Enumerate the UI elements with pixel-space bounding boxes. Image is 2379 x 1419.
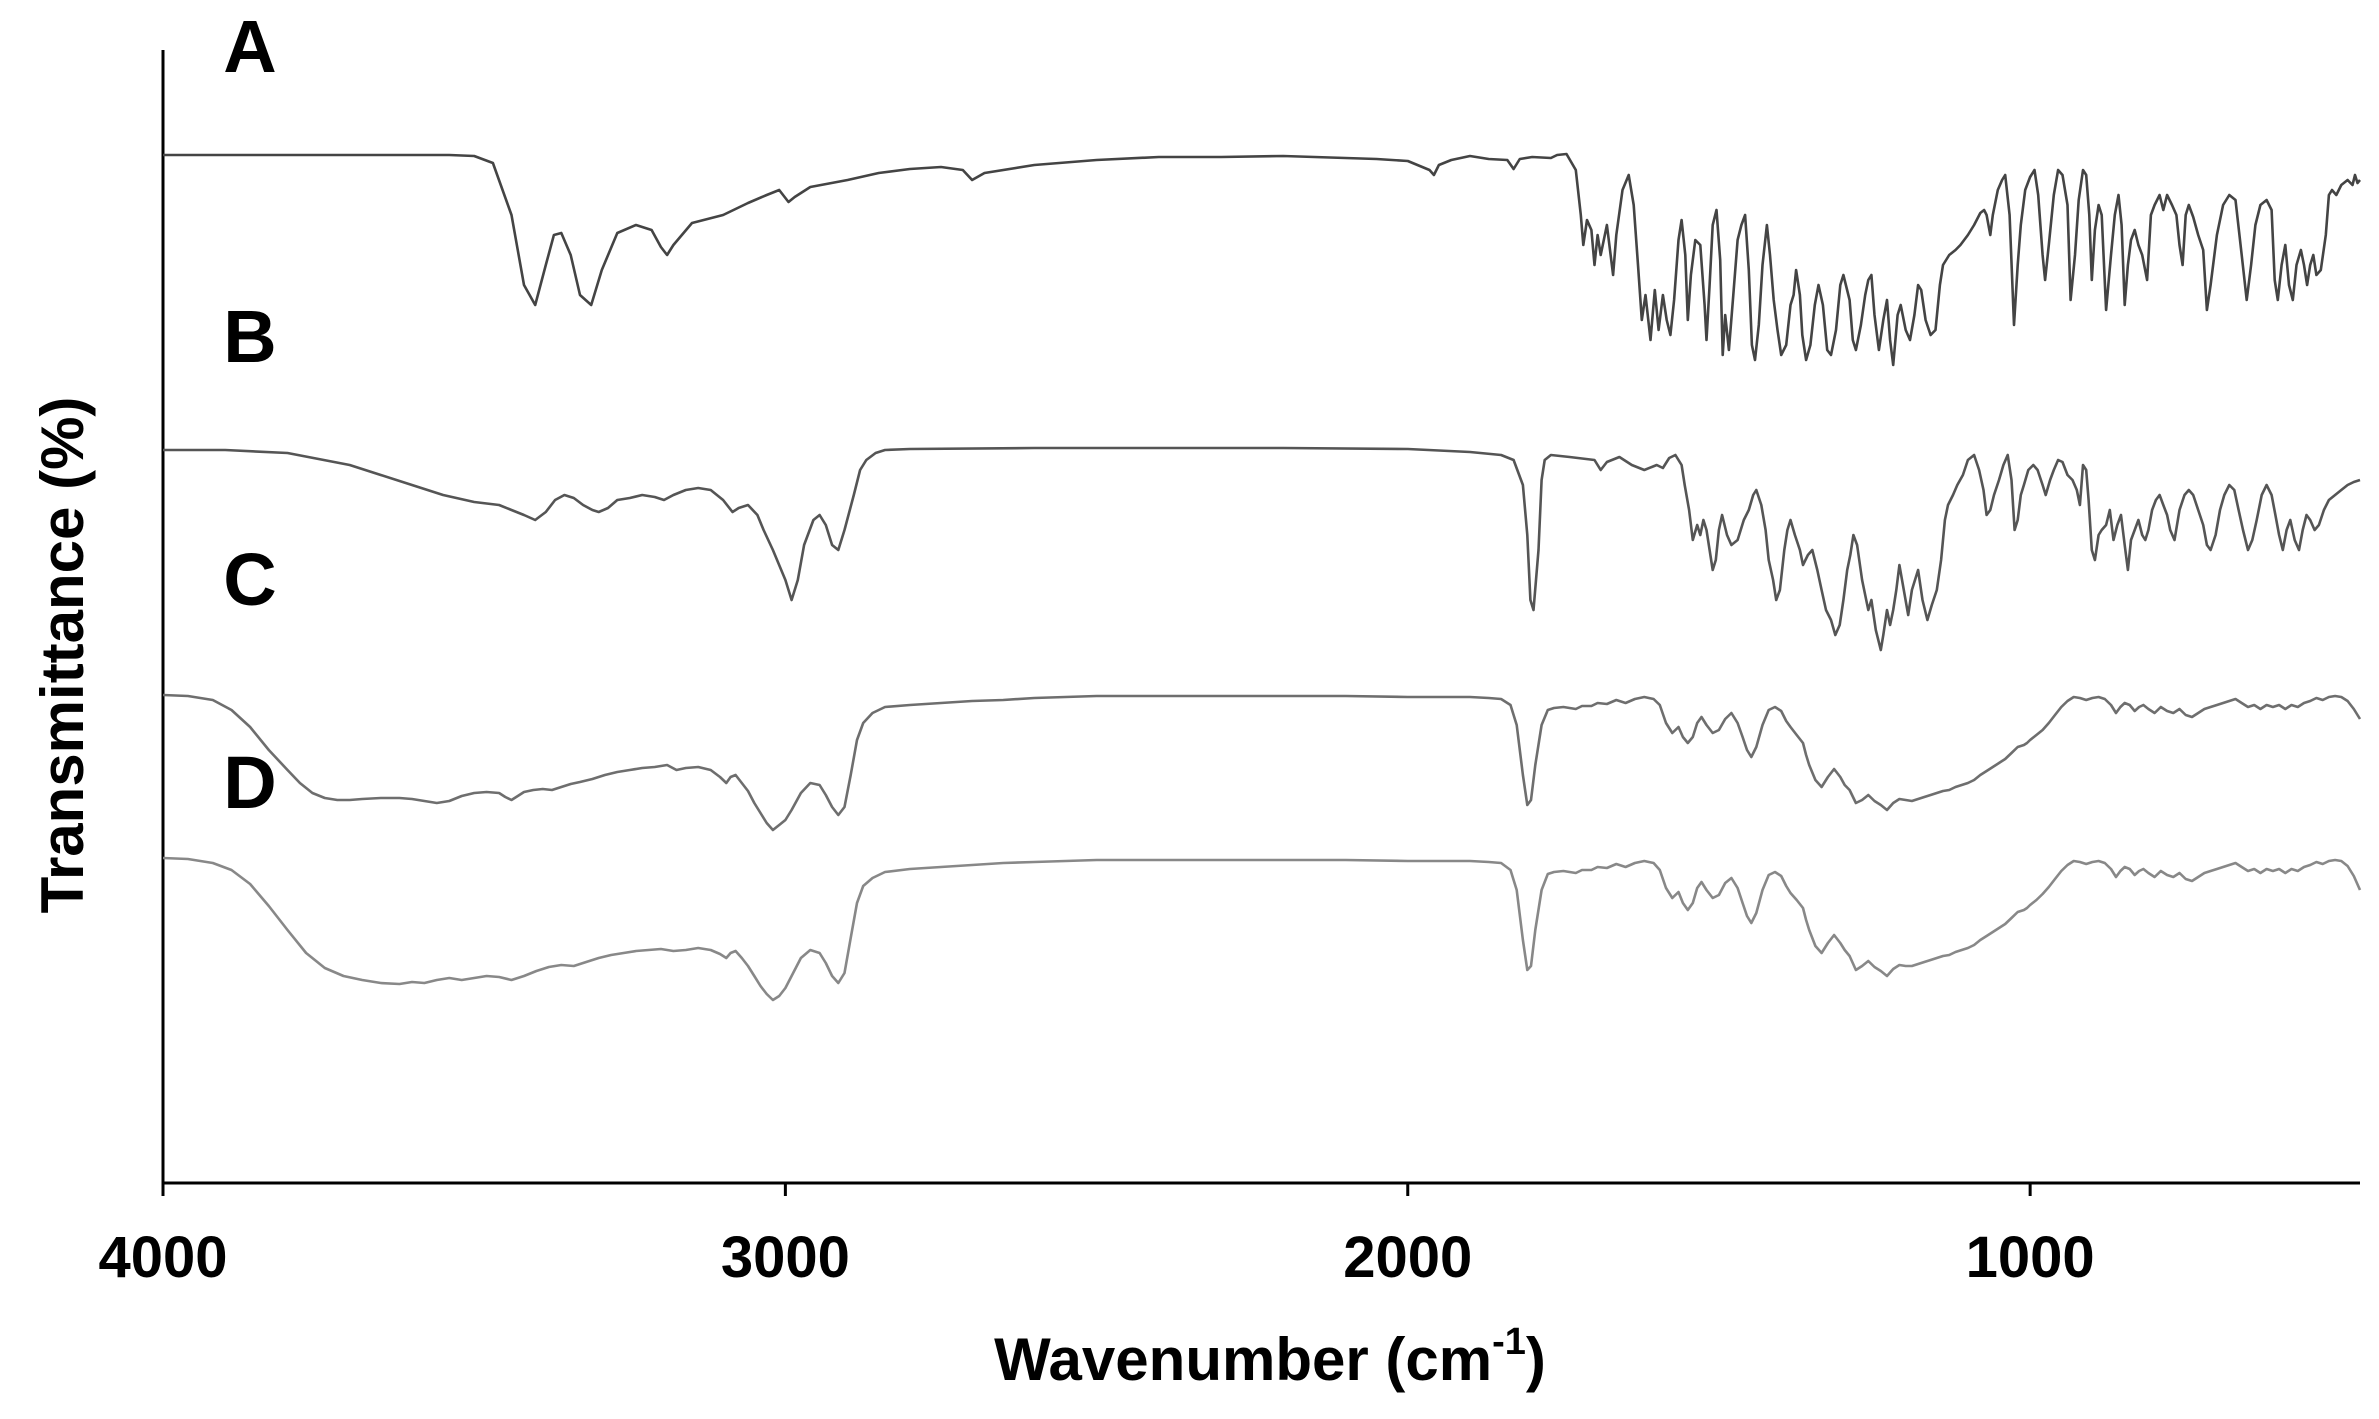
x-tick-label: 3000 (721, 1225, 850, 1290)
plot-area: 4000 3000 2000 1000 A B C D (98, 5, 2362, 1290)
trace-label-c: C (223, 538, 276, 621)
trace-b (163, 446, 2361, 652)
trace-c (162, 693, 2362, 832)
x-tick-label: 4000 (98, 1225, 227, 1290)
trace-label-a: A (223, 5, 276, 88)
trace-d (162, 856, 2362, 1002)
x-tick-label: 2000 (1343, 1225, 1472, 1290)
x-axis-title-close: ) (1526, 1326, 1546, 1393)
trace-label-b: B (223, 295, 276, 378)
spectra-traces (162, 152, 2362, 1002)
x-axis-title: Wavenumber (cm-1) (994, 1321, 1546, 1393)
trace-a (163, 152, 2361, 367)
x-axis-title-superscript: -1 (1492, 1321, 1526, 1363)
trace-label-d: D (223, 741, 276, 824)
x-axis-title-main: Wavenumber (cm (994, 1326, 1492, 1393)
y-axis-title: Transmittance (%) (29, 397, 96, 914)
x-ticks: 4000 3000 2000 1000 (98, 1183, 2095, 1290)
trace-labels: A B C D (223, 5, 276, 824)
x-tick-label: 1000 (1966, 1225, 2095, 1290)
